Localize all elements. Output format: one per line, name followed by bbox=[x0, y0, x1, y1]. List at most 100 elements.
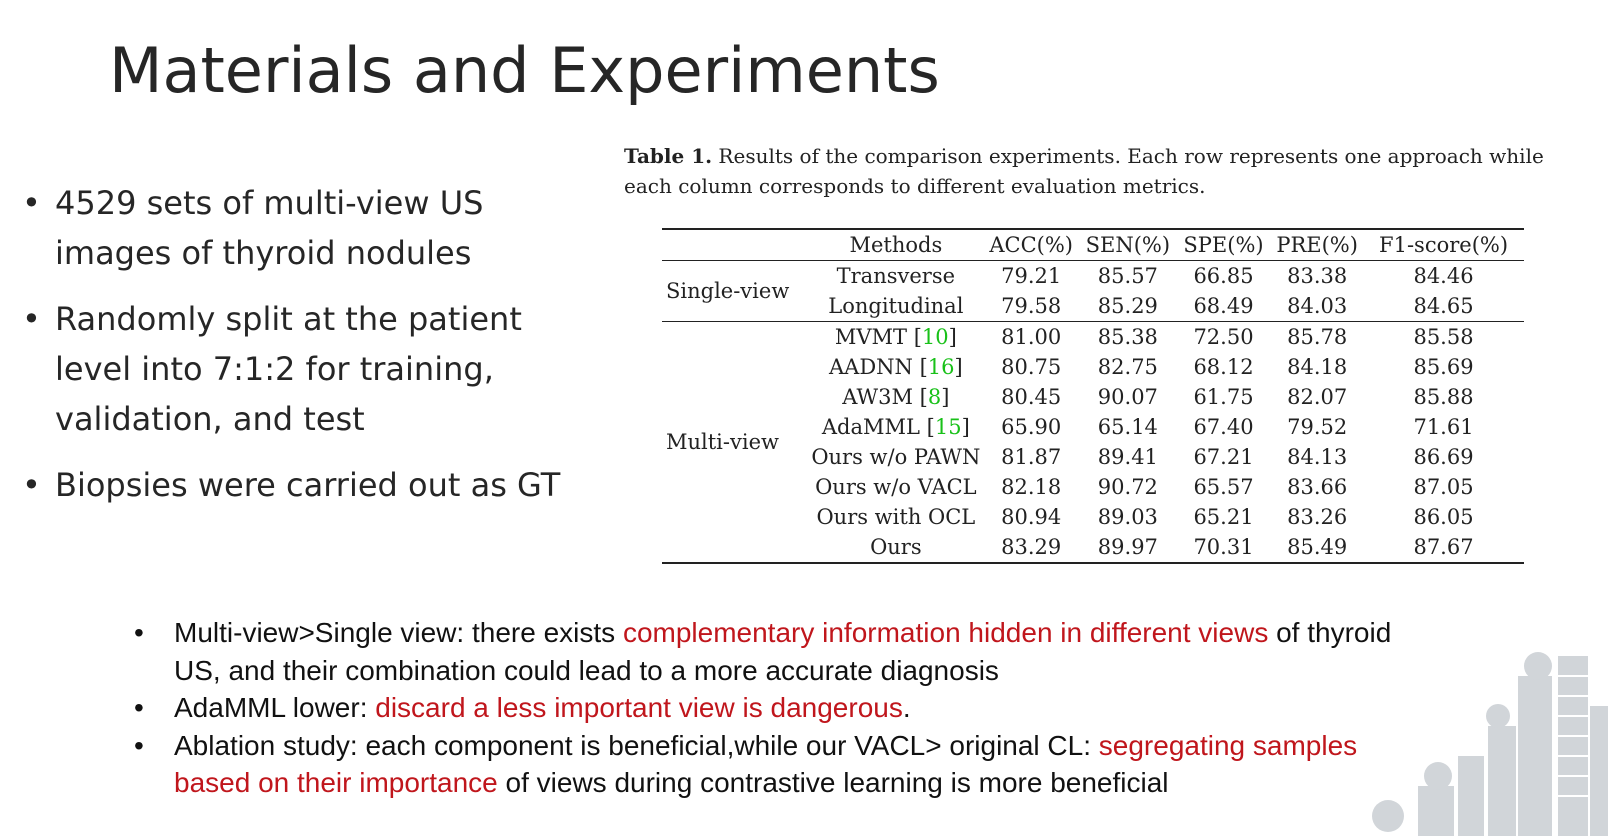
f1-cell-best: 87.67 bbox=[1413, 535, 1474, 559]
f1-cell: 85.58 bbox=[1413, 325, 1474, 349]
conclusion-ablation: Ablation study: each component is benefi… bbox=[132, 727, 1432, 802]
spe-cell: 61.75 bbox=[1193, 385, 1254, 409]
table-row: AdaMML [15] 65.90 65.14 67.40 79.52 71.6… bbox=[662, 412, 1524, 442]
method-cell: Ours w/o VACL bbox=[815, 475, 977, 499]
slide-title: Materials and Experiments bbox=[109, 34, 940, 107]
highlight-text: discard a less important view is dangero… bbox=[375, 692, 903, 723]
header-sen: SEN(%) bbox=[1085, 233, 1171, 257]
sen-cell: 89.97 bbox=[1097, 535, 1158, 559]
pre-cell: 84.03 bbox=[1287, 294, 1348, 318]
pre-cell: 83.26 bbox=[1287, 505, 1348, 529]
pre-cell: 84.18 bbox=[1287, 355, 1348, 379]
pre-cell: 79.52 bbox=[1287, 415, 1348, 439]
sen-cell: 90.07 bbox=[1097, 385, 1158, 409]
table-row: Single-view Transverse 79.21 85.57 66.85… bbox=[662, 261, 1524, 303]
method-cell: MVMT [10] bbox=[834, 325, 957, 349]
spe-cell: 67.21 bbox=[1193, 445, 1254, 469]
f1-cell: 86.05 bbox=[1413, 505, 1474, 529]
sen-cell: 85.38 bbox=[1097, 325, 1158, 349]
f1-cell: 84.46 bbox=[1413, 264, 1474, 288]
acc-cell: 65.90 bbox=[1001, 415, 1062, 439]
sen-cell: 85.29 bbox=[1097, 294, 1158, 318]
header-acc: ACC(%) bbox=[989, 233, 1074, 257]
f1-cell: 87.05 bbox=[1413, 475, 1474, 499]
spe-cell: 70.31 bbox=[1193, 535, 1254, 559]
citation-link[interactable]: 8 bbox=[927, 385, 942, 409]
table-caption-label: Table 1. bbox=[624, 144, 713, 168]
group-single-view: Single-view bbox=[666, 279, 790, 303]
results-table-container: Methods ACC(%) SEN(%) SPE(%) PRE(%) F1-s… bbox=[662, 228, 1524, 564]
pre-cell: 85.49 bbox=[1287, 535, 1348, 559]
bullet-split: Randomly split at the patient level into… bbox=[22, 294, 582, 444]
method-cell: Ours bbox=[870, 535, 922, 559]
spe-cell: 66.85 bbox=[1193, 264, 1254, 288]
citation-link[interactable]: 16 bbox=[927, 355, 955, 379]
pre-cell-best: 85.78 bbox=[1287, 325, 1348, 349]
header-methods: Methods bbox=[849, 233, 943, 257]
pre-cell: 83.38 bbox=[1287, 264, 1348, 288]
table-row: Multi-view MVMT [10] 81.00 85.38 72.50 8… bbox=[662, 322, 1524, 454]
f1-cell: 85.88 bbox=[1413, 385, 1474, 409]
method-cell: Ours with OCL bbox=[816, 505, 976, 529]
sen-cell: 65.14 bbox=[1097, 415, 1158, 439]
table-caption: Table 1. Results of the comparison exper… bbox=[624, 141, 1564, 201]
method-cell: AdaMML [15] bbox=[821, 415, 970, 439]
citation-link[interactable]: 15 bbox=[934, 415, 962, 439]
acc-cell: 79.58 bbox=[1001, 294, 1062, 318]
f1-cell: 86.69 bbox=[1413, 445, 1474, 469]
f1-cell: 85.69 bbox=[1413, 355, 1474, 379]
table-row: Ours 83.29 89.97 70.31 85.49 87.67 bbox=[662, 532, 1524, 562]
header-spe: SPE(%) bbox=[1183, 233, 1264, 257]
header-f1: F1-score(%) bbox=[1379, 233, 1509, 257]
f1-cell: 84.65 bbox=[1413, 294, 1474, 318]
bullet-dataset: 4529 sets of multi-view US images of thy… bbox=[22, 178, 582, 278]
acc-cell: 80.75 bbox=[1001, 355, 1062, 379]
spe-cell: 65.57 bbox=[1193, 475, 1254, 499]
highlight-text: segregating samples based on their impor… bbox=[174, 729, 1358, 799]
sen-cell: 82.75 bbox=[1097, 355, 1158, 379]
table-row: Ours w/o PAWN 81.87 89.41 67.21 84.13 86… bbox=[662, 442, 1524, 472]
spe-cell: 67.40 bbox=[1193, 415, 1254, 439]
header-pre: PRE(%) bbox=[1276, 233, 1358, 257]
spe-cell: 68.12 bbox=[1193, 355, 1254, 379]
table-row: Ours w/o VACL 82.18 90.72 65.57 83.66 87… bbox=[662, 472, 1524, 502]
pre-cell: 83.66 bbox=[1287, 475, 1348, 499]
sen-cell: 89.03 bbox=[1097, 505, 1158, 529]
table-row: Longitudinal 79.58 85.29 68.49 84.03 84.… bbox=[662, 291, 1524, 322]
acc-cell: 80.45 bbox=[1001, 385, 1062, 409]
sen-cell: 89.41 bbox=[1097, 445, 1158, 469]
spe-cell: 65.21 bbox=[1193, 505, 1254, 529]
citation-link[interactable]: 10 bbox=[921, 325, 949, 349]
method-cell: Transverse bbox=[836, 264, 956, 288]
sen-cell: 85.57 bbox=[1097, 264, 1158, 288]
table-header-row: Methods ACC(%) SEN(%) SPE(%) PRE(%) F1-s… bbox=[662, 230, 1524, 261]
spe-cell-best: 72.50 bbox=[1193, 325, 1254, 349]
pre-cell: 84.13 bbox=[1287, 445, 1348, 469]
acc-cell-best: 83.29 bbox=[1001, 535, 1062, 559]
method-cell: Longitudinal bbox=[828, 294, 964, 318]
results-table: Methods ACC(%) SEN(%) SPE(%) PRE(%) F1-s… bbox=[662, 230, 1524, 562]
method-cell: AW3M [8] bbox=[842, 385, 950, 409]
spe-cell: 68.49 bbox=[1193, 294, 1254, 318]
acc-cell: 81.87 bbox=[1001, 445, 1062, 469]
method-cell: AADNN [16] bbox=[828, 355, 963, 379]
method-cell: Ours w/o PAWN bbox=[811, 445, 981, 469]
pre-cell: 82.07 bbox=[1287, 385, 1348, 409]
group-multi-view: Multi-view bbox=[666, 430, 779, 454]
conclusion-adamml: AdaMML lower: discard a less important v… bbox=[132, 689, 1432, 727]
conclusion-multiview: Multi-view>Single view: there exists com… bbox=[132, 614, 1432, 689]
f1-cell: 71.61 bbox=[1413, 415, 1474, 439]
acc-cell: 79.21 bbox=[1001, 264, 1062, 288]
acc-cell: 81.00 bbox=[1001, 325, 1062, 349]
table-row: AW3M [8] 80.45 90.07 61.75 82.07 85.88 bbox=[662, 382, 1524, 412]
bullet-ground-truth: Biopsies were carried out as GT bbox=[22, 460, 582, 510]
header-group bbox=[662, 230, 809, 261]
city-skyline-decoration bbox=[1372, 652, 1608, 836]
table-row: AADNN [16] 80.75 82.75 68.12 84.18 85.69 bbox=[662, 352, 1524, 382]
sen-cell-best: 90.72 bbox=[1097, 475, 1158, 499]
acc-cell: 82.18 bbox=[1001, 475, 1062, 499]
left-bullet-list: 4529 sets of multi-view US images of thy… bbox=[22, 178, 582, 526]
highlight-text: complementary information hidden in diff… bbox=[622, 617, 1269, 648]
acc-cell: 80.94 bbox=[1001, 505, 1062, 529]
table-caption-text: Results of the comparison experiments. E… bbox=[624, 144, 1544, 198]
